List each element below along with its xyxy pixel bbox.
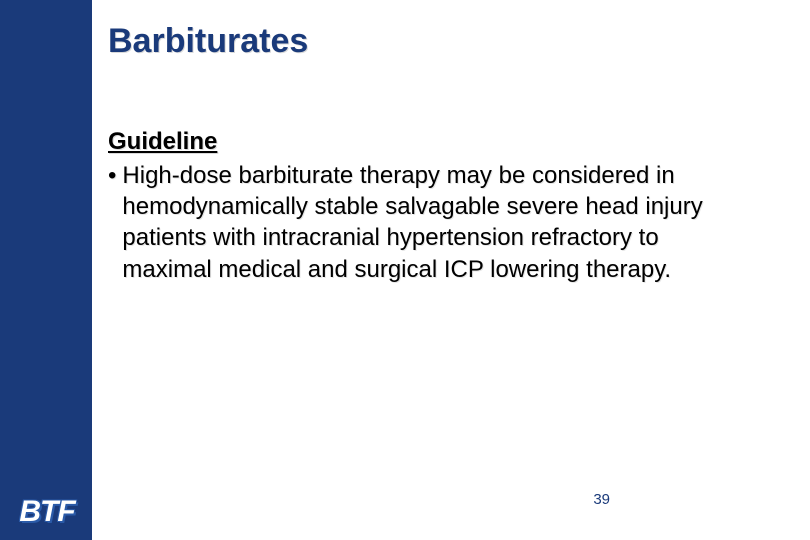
logo-text: BTF [19,495,74,529]
slide: Barbiturates Guideline • High-dose barbi… [0,0,810,540]
bullet-marker: • [108,160,122,191]
slide-title: Barbiturates [108,22,308,61]
sidebar-accent [0,0,92,540]
guideline-subheading: Guideline [108,128,748,156]
slide-content: Guideline • High-dose barbiturate therap… [108,128,748,285]
bullet-text: High-dose barbiturate therapy may be con… [122,160,748,285]
btf-logo: BTF [8,496,86,528]
page-number: 39 [593,491,610,508]
bullet-item: • High-dose barbiturate therapy may be c… [108,160,748,285]
